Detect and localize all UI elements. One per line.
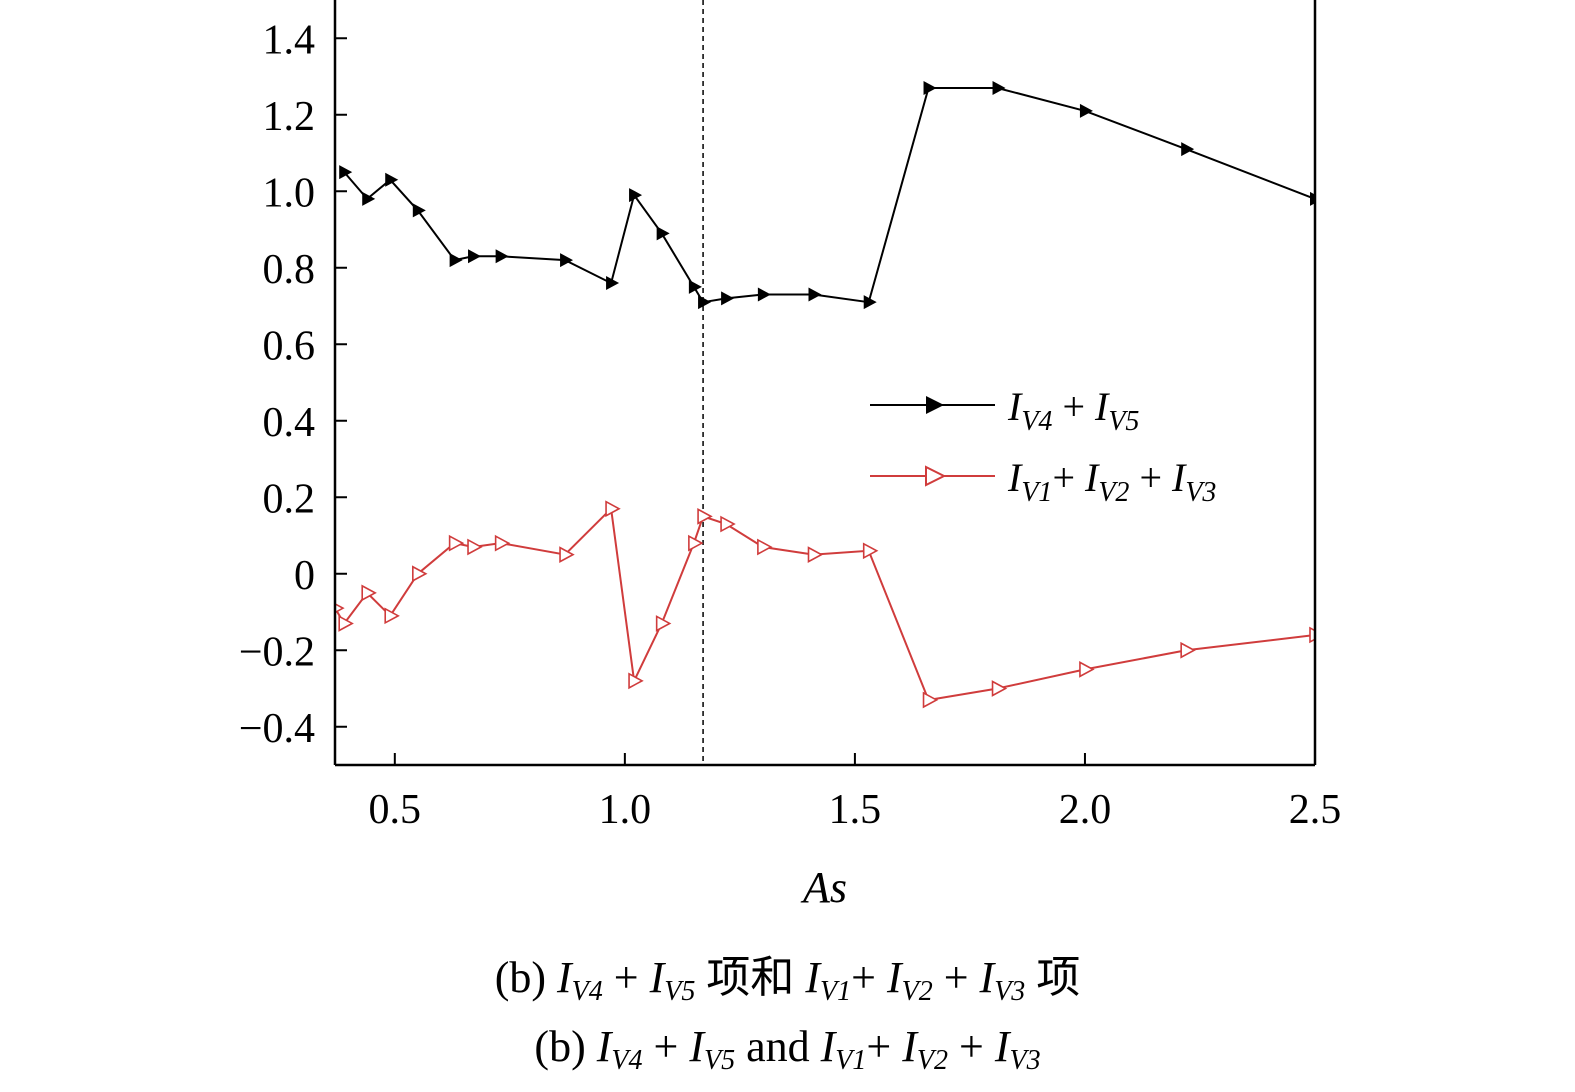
line-chart: 0.5 1.0 1.5 2.0 2.5 1.4 1.2 1.0 0.8 0.6 0.4 0.2 0 −0… <box>239 0 1342 912</box>
data-point-1-15 <box>757 538 773 556</box>
x-tick-label: 1.0 <box>599 787 652 833</box>
y-tick-label: 1.4 <box>263 17 316 63</box>
data-point-0-2 <box>385 172 399 187</box>
data-point-0-17 <box>923 80 937 95</box>
data-point-1-7 <box>494 534 511 552</box>
x-tick-label: 1.5 <box>829 787 882 833</box>
x-tick-label: 2.0 <box>1059 787 1112 833</box>
data-point-1-20 <box>1079 661 1095 678</box>
y-tick-label: 0.8 <box>263 247 316 293</box>
data-point-0-9 <box>629 188 643 203</box>
x-tick-label: 2.5 <box>1289 787 1342 833</box>
y-tick-label: 1.0 <box>263 170 316 216</box>
data-point-0-19 <box>1079 103 1093 118</box>
data-point-0-15 <box>808 287 822 302</box>
y-tick-label: 0 <box>294 553 315 599</box>
data-point-1-14 <box>720 515 736 533</box>
y-axis-ticks: 1.4 1.2 1.0 0.8 0.6 0.4 0.2 0 −0.2 −0.4 <box>239 17 347 752</box>
data-point-1-21 <box>1180 641 1196 659</box>
data-point-1-10 <box>628 672 644 690</box>
series-line-1 <box>335 506 1315 702</box>
legend-item-black: IV4 + IV5 <box>870 384 1139 437</box>
data-point-1-13 <box>697 508 713 525</box>
data-point-1-9 <box>605 500 621 518</box>
x-axis-title: As <box>800 863 847 912</box>
x-tick-label: 0.5 <box>369 787 422 833</box>
data-point-0-21 <box>1310 191 1315 206</box>
legend-label-red: IV1+ IV2 + IV3 <box>1007 455 1216 508</box>
data-point-0-8 <box>606 276 620 291</box>
data-point-1-12 <box>688 534 704 552</box>
data-point-0-3 <box>412 203 426 218</box>
axes-frame <box>333 0 1317 767</box>
data-point-0-1 <box>362 191 376 206</box>
data-point-0-13 <box>721 291 735 306</box>
data-point-1-16 <box>807 546 824 563</box>
y-tick-label: 0.4 <box>263 400 316 446</box>
data-point-0-16 <box>863 295 877 310</box>
y-tick-label: 1.2 <box>263 94 316 140</box>
series-layer <box>335 80 1315 709</box>
y-tick-label: 0.2 <box>263 476 316 522</box>
y-tick-label: −0.2 <box>239 629 315 675</box>
data-point-1-1 <box>338 615 354 632</box>
series-line-0 <box>343 87 1315 304</box>
data-point-1-6 <box>467 538 483 556</box>
legend: IV4 + IV5 IV1+ IV2 + IV3 <box>870 384 1216 508</box>
data-point-1-22 <box>1309 626 1315 644</box>
data-point-1-5 <box>448 534 465 552</box>
data-point-1-19 <box>991 680 1008 697</box>
data-point-0-6 <box>495 249 509 264</box>
x-axis-ticks: 0.5 1.0 1.5 2.0 2.5 <box>369 753 1342 833</box>
data-point-1-8 <box>559 546 575 563</box>
data-point-0-4 <box>449 253 463 268</box>
caption-chinese: (b) IV4 + IV5 项和 IV1+ IV2 + IV3 项 <box>494 953 1081 1007</box>
data-point-1-11 <box>655 615 672 632</box>
data-point-0-10 <box>656 226 670 241</box>
data-point-0-14 <box>757 287 771 302</box>
legend-label-black: IV4 + IV5 <box>1007 384 1139 437</box>
data-point-0-18 <box>992 80 1006 95</box>
data-point-1-18 <box>922 691 939 709</box>
data-point-0-20 <box>1181 142 1195 157</box>
legend-marker-hollow-triangle <box>925 465 947 487</box>
data-point-1-2 <box>361 584 377 602</box>
data-point-1-4 <box>412 565 428 583</box>
data-point-0-0 <box>339 165 353 180</box>
legend-item-red: IV1+ IV2 + IV3 <box>870 455 1216 508</box>
data-point-0-5 <box>468 249 482 264</box>
data-point-1-0 <box>335 602 345 614</box>
data-point-0-7 <box>560 253 574 268</box>
legend-marker-filled-triangle <box>926 396 944 414</box>
data-point-1-3 <box>384 607 400 625</box>
data-point-0-12 <box>698 295 712 310</box>
caption-english: (b) IV4 + IV5 and IV1+ IV2 + IV3 <box>534 1022 1041 1076</box>
y-tick-label: −0.4 <box>239 706 315 752</box>
y-tick-label: 0.6 <box>263 323 316 369</box>
data-point-0-11 <box>688 279 702 294</box>
data-point-1-17 <box>862 542 879 560</box>
